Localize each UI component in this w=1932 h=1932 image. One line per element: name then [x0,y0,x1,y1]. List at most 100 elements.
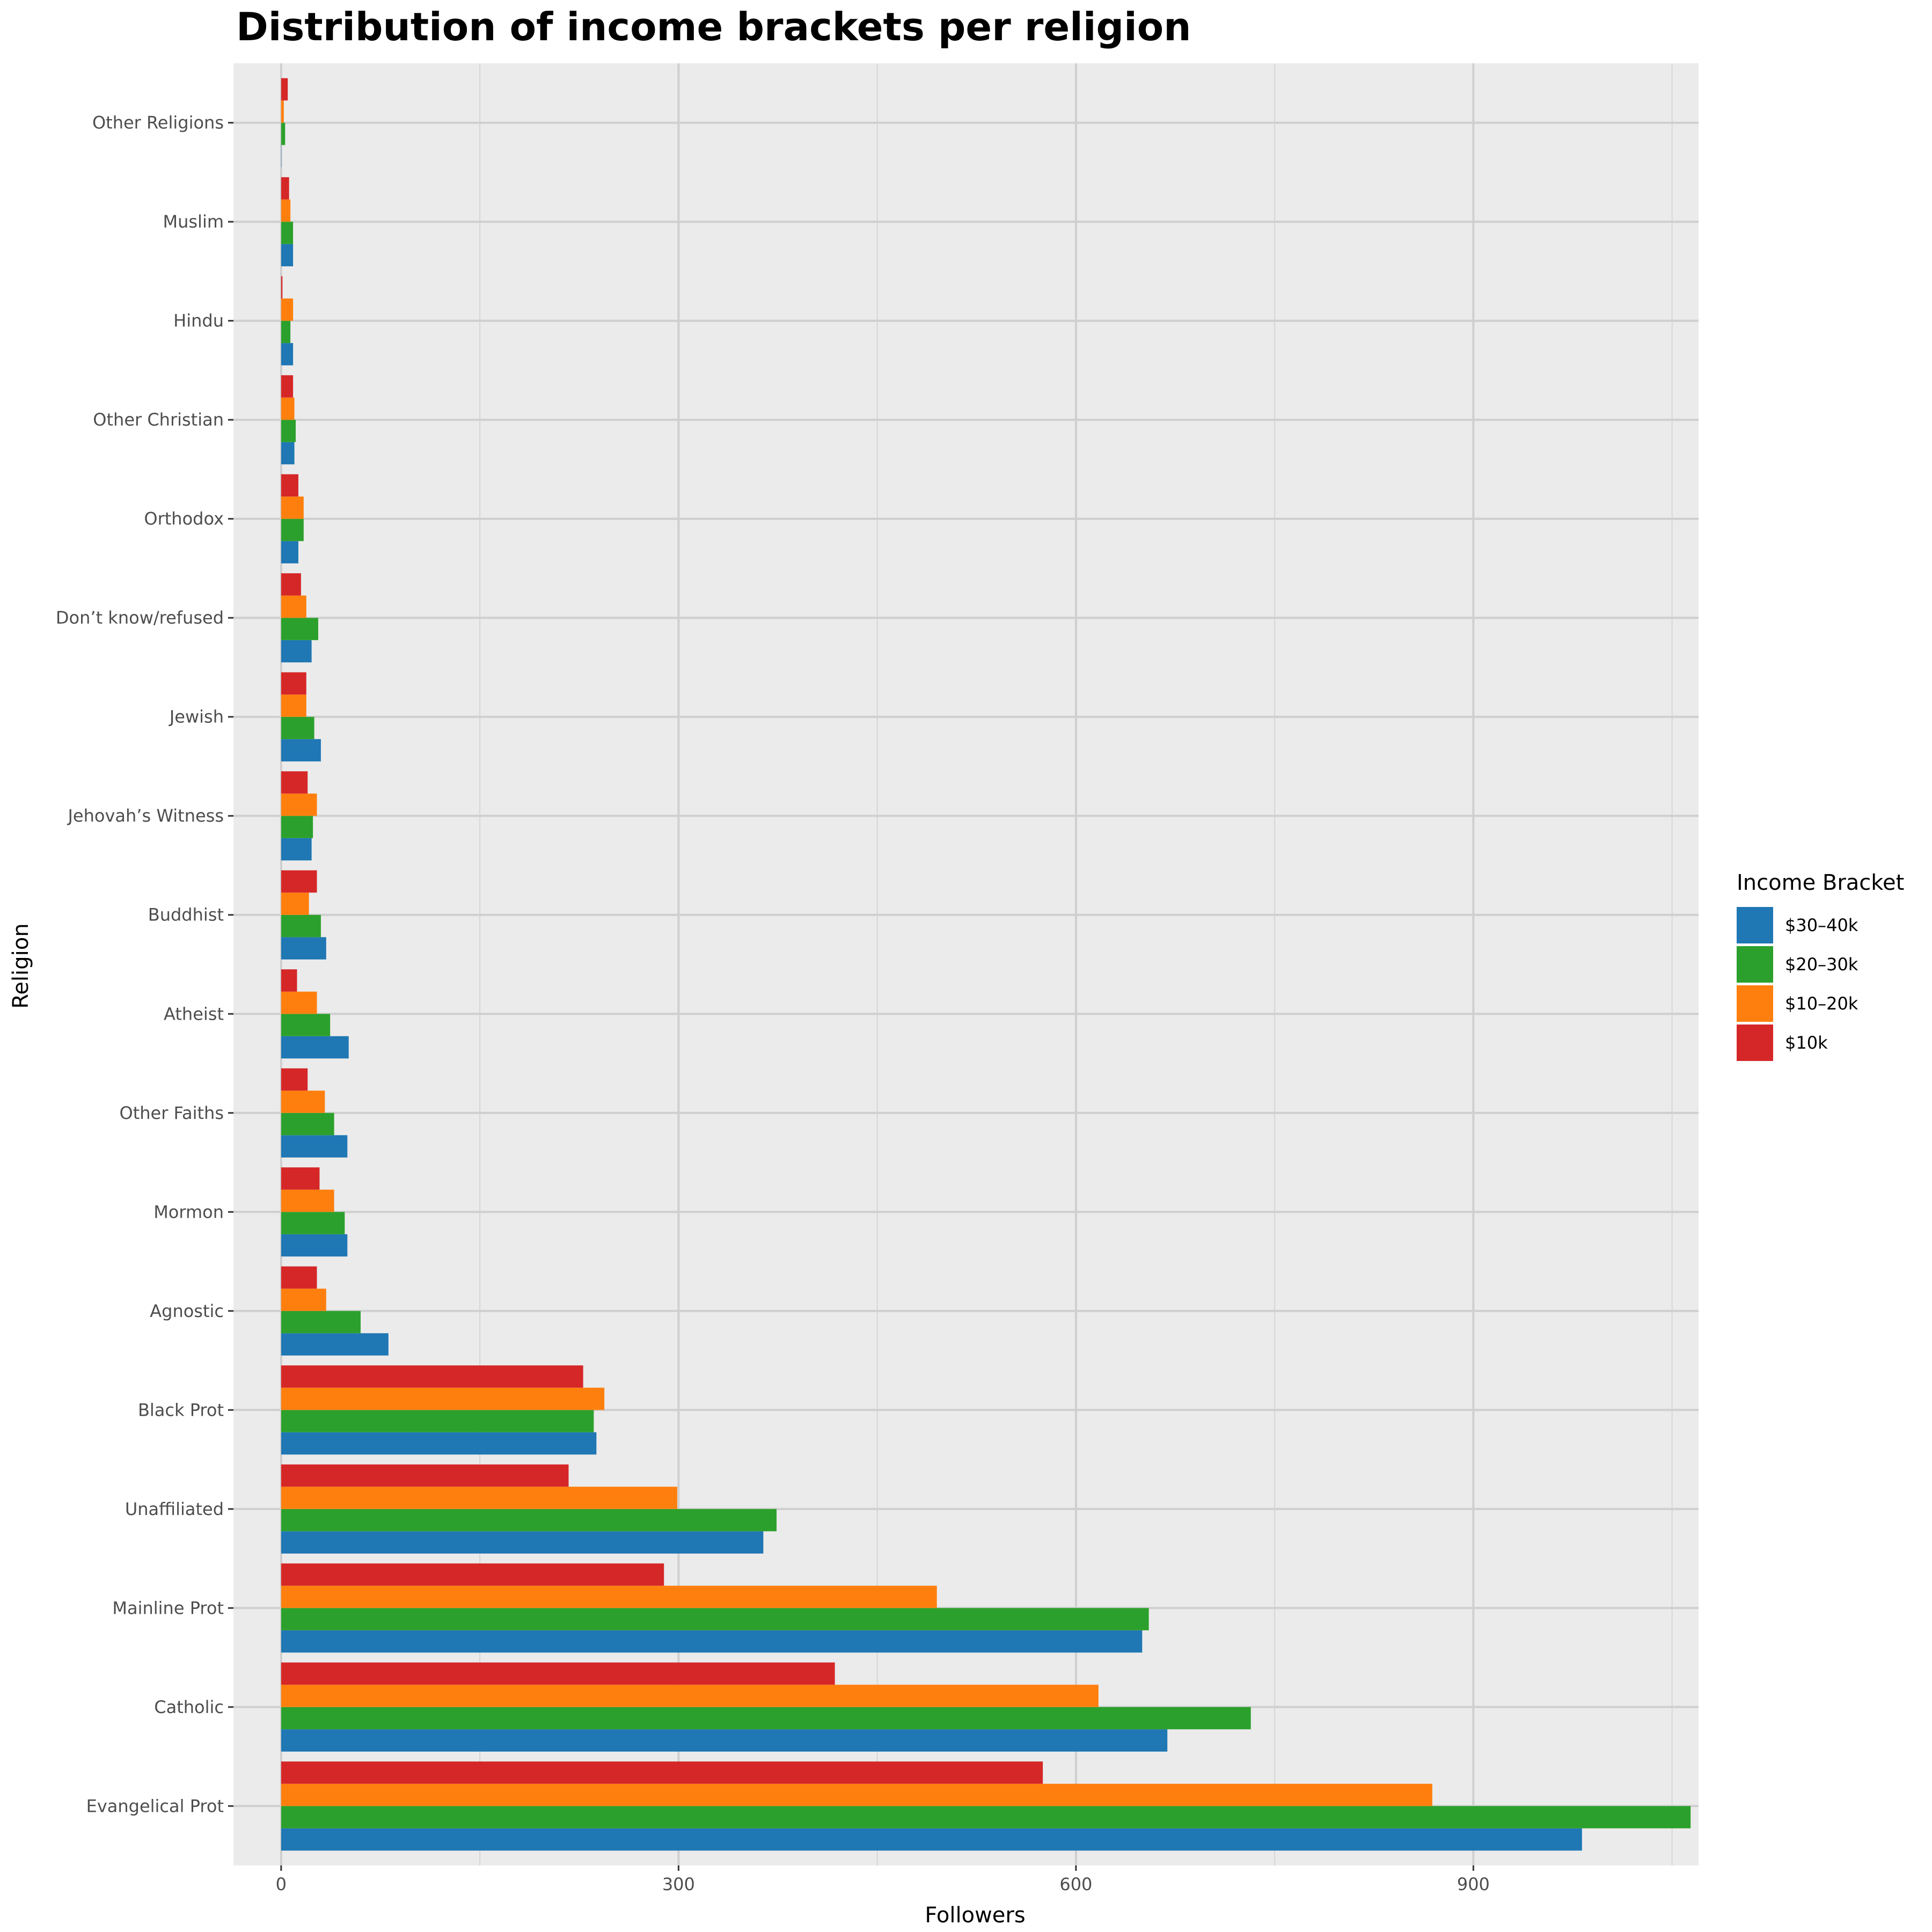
bar [281,1365,583,1388]
bar [281,122,286,145]
bar [281,276,283,299]
bar [281,1036,349,1059]
bar [281,672,306,695]
bar [281,1761,1043,1784]
bar [281,343,294,365]
bar [281,78,288,101]
legend-key [1737,907,1773,943]
y-tick-label: Atheist [164,1004,224,1024]
y-tick-label: Don’t know/refused [56,608,224,628]
chart-title: Distribution of income brackets per reli… [236,4,1191,49]
bar [281,100,284,123]
y-tick-label: Unaffiliated [125,1499,224,1519]
bar [281,1014,331,1036]
bar [281,1662,835,1685]
y-tick-label: Evangelical Prot [86,1796,224,1816]
x-tick-label: 600 [1059,1874,1092,1894]
bar [281,1585,937,1608]
bar [281,1685,1099,1707]
bar [281,793,317,816]
bar [281,1189,334,1212]
bar [281,1729,1168,1752]
bar [281,870,317,893]
bar [281,1234,348,1257]
bar [281,771,308,794]
bar [281,1266,317,1289]
bar [281,145,282,167]
y-tick-label: Catholic [154,1697,224,1717]
plot-area: Other Religions Muslim Hindu Other Christia… [56,63,1699,1894]
bar [281,1707,1251,1730]
bar [281,716,314,740]
bar [281,1387,605,1410]
bar [281,420,296,442]
bar [281,595,306,618]
legend-title: Income Bracket [1737,870,1904,895]
y-axis-title: Religion [9,923,33,1008]
bar [281,1509,777,1532]
bar [281,1167,320,1190]
bar [281,1630,1143,1653]
y-tick-label: Agnostic [150,1301,224,1321]
bar [281,816,313,838]
bar [281,397,295,420]
y-tick-label: Buddhist [148,905,224,925]
bar [281,1563,664,1586]
bar [281,541,298,564]
bar [281,1608,1149,1630]
bar [281,739,321,762]
bar [281,496,304,519]
legend-key [1737,1024,1773,1061]
y-tick-label: Mainline Prot [112,1598,224,1618]
bar [281,1113,334,1136]
bar [281,1333,389,1356]
bar [281,838,312,861]
bar [281,1410,594,1432]
x-tick-label: 300 [662,1874,695,1894]
bar [281,640,312,663]
bar [281,1487,677,1509]
bar [281,177,289,200]
legend-label: $10k [1785,1033,1828,1053]
bar [281,969,297,992]
bar [281,518,304,541]
legend-key [1737,985,1773,1022]
legend-label: $30–40k [1785,915,1858,935]
bar [281,1289,326,1311]
y-tick-label: Black Prot [138,1400,224,1420]
bar [281,694,306,717]
bar [281,1212,345,1234]
legend-label: $10–20k [1785,993,1858,1014]
y-tick-label: Jehovah’s Witness [67,806,224,826]
bar [281,199,291,222]
x-tick-label: 0 [276,1874,287,1894]
bar [281,892,309,915]
y-tick-label: Jewish [169,707,224,727]
bar [281,1783,1432,1806]
y-tick-label: Other Religions [92,113,224,133]
bar [281,573,301,596]
bar [281,618,318,640]
bar [281,1464,569,1487]
bar [281,1091,325,1113]
y-tick-label: Muslim [163,211,224,232]
bar [281,1135,348,1158]
x-tick-label: 900 [1457,1874,1490,1894]
y-tick-label: Other Faiths [120,1103,224,1123]
bar [281,1531,764,1554]
bar [281,375,294,398]
y-tick-label: Mormon [153,1202,224,1222]
legend: Income Bracket $30–40k $20–30k $10–20k $10k [1737,870,1904,1061]
bar [281,298,294,321]
y-tick-label: Hindu [173,311,224,331]
bar [281,1828,1582,1851]
bar [281,320,291,343]
legend-key [1737,946,1773,983]
legend-label: $20–30k [1785,954,1858,975]
bar [281,1432,597,1455]
y-tick-label: Other Christian [93,409,224,430]
bar [281,1806,1691,1828]
bar [281,991,317,1014]
bar [281,937,326,960]
